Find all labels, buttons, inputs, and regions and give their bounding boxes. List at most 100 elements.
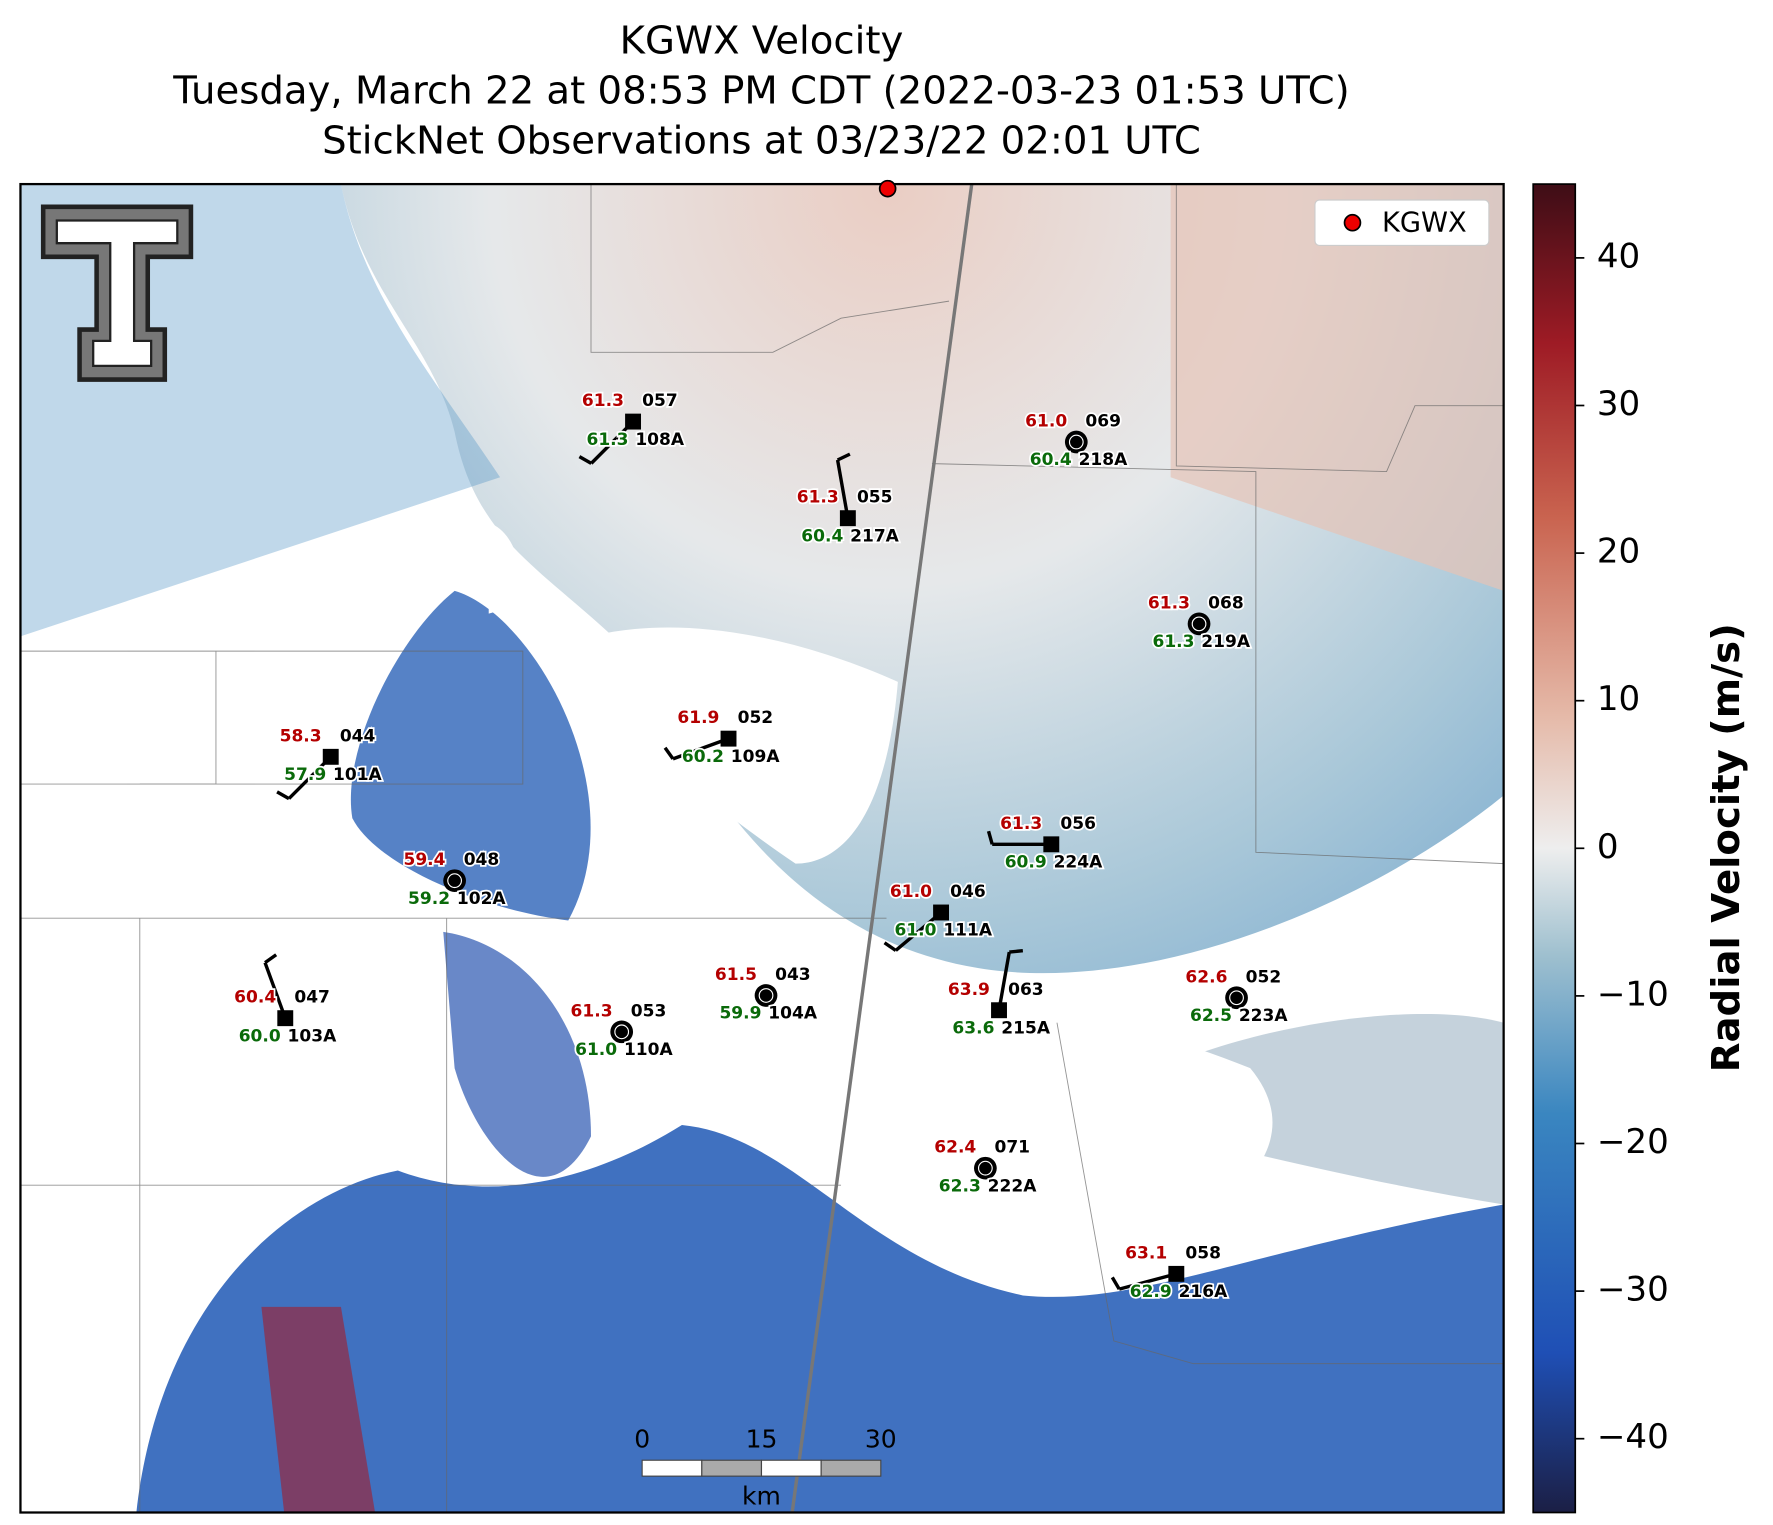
dewpoint: 62.3 [939,1176,981,1196]
station-code: 068 [1208,593,1244,613]
station-code: 052 [1246,967,1282,987]
temperature: 58.3 [280,726,322,746]
station-marker [1225,986,1248,1010]
colorbar-tick-label: 20 [1597,532,1640,572]
dewpoint: 57.9 [284,765,326,785]
station-code: 057 [642,391,678,411]
wind-barb [276,790,290,801]
station-id: 109A [731,747,781,767]
dewpoint: 63.6 [952,1018,994,1038]
colorbar-tick-label: −40 [1597,1417,1669,1457]
station-code: 056 [1060,814,1096,834]
wind-barb [835,459,850,519]
station-code: 055 [857,488,893,508]
colorbar-tick-label: 30 [1597,384,1640,424]
station-code: 044 [340,726,376,746]
dewpoint: 59.9 [719,1004,761,1024]
station-id: 102A [457,889,507,909]
station-marker [1068,434,1084,450]
dewpoint: 61.0 [575,1040,617,1060]
wind-barb [264,953,278,965]
dewpoint: 62.5 [1190,1006,1232,1026]
temperature: 63.1 [1125,1243,1167,1263]
temperature: 62.4 [934,1138,976,1158]
wind-barb [997,951,1011,1011]
dewpoint: 60.4 [801,526,843,546]
radar-field [20,184,1504,1513]
temperature: 60.4 [234,988,276,1008]
scale-tick-label: 0 [634,1425,650,1454]
scale-bar: 0 15 30 km [634,1425,897,1511]
title-line: Tuesday, March 22 at 08:53 PM CDT (2022-… [172,68,1349,113]
station-id: 216A [1179,1282,1229,1302]
station-marker [1187,612,1211,636]
wind-barb [1009,949,1024,954]
stations: 61.3 057 61.3 108A 61.3 055 60.4 217A 61.0 069 60.… [232,389,1290,1303]
station-marker [1043,836,1060,853]
station-marker [754,984,778,1007]
dewpoint: 62.9 [1130,1282,1172,1302]
legend: KGWX [1314,199,1490,247]
temperature: 63.9 [948,980,990,1000]
temperature: 62.6 [1185,967,1227,987]
title-line: StickNet Observations at 03/23/22 02:01 … [322,118,1201,163]
station-code: 063 [1008,980,1044,1000]
wind-barb [883,941,897,952]
station-marker [277,1010,294,1027]
legend-label: KGWX [1382,207,1467,238]
station-code: 053 [631,1001,667,1021]
temperature: 61.5 [715,965,757,985]
station-code: 043 [775,965,811,985]
wind-barb [578,455,593,465]
station-marker [614,1024,630,1040]
title: KGWX Velocity Tuesday, March 22 at 08:53… [172,18,1349,163]
station-id: 219A [1201,632,1251,652]
temperature: 61.0 [1025,412,1067,432]
scale-tick-label: 15 [746,1425,778,1454]
station-marker [1064,430,1088,454]
station-code: 071 [994,1138,1030,1158]
station-id: 110A [624,1040,674,1060]
wind-barb [672,737,730,761]
station-marker [610,1020,634,1044]
temperature: 61.9 [677,708,719,728]
station-marker [720,730,737,747]
station-id: 215A [1001,1018,1051,1038]
station-id: 224A [1054,853,1104,873]
dewpoint: 61.0 [894,921,936,941]
station-marker [1229,990,1244,1006]
scale-tick-label: 30 [865,1425,897,1454]
station-code: 047 [294,988,330,1008]
temperature: 61.3 [1148,593,1190,613]
wind-barb [263,962,287,1019]
station-id: 217A [850,526,900,546]
station-id: 108A [635,430,685,450]
station-id: 101A [333,765,383,785]
logo [40,204,194,382]
colorbar-tick-label: 10 [1597,679,1640,719]
station-marker [1168,1265,1185,1282]
station-marker [974,1156,997,1180]
dewpoint: 61.3 [1152,632,1194,652]
temperature: 61.3 [797,488,839,508]
wind-barb [836,452,851,462]
station-marker [322,748,339,765]
radar-site [878,179,897,198]
station-marker [839,510,856,527]
station-marker [447,873,463,889]
station-code: 069 [1085,412,1121,432]
station-marker [991,1002,1007,1019]
station-marker [977,1160,993,1176]
wind-barb [663,746,675,760]
dewpoint: 61.3 [586,430,628,450]
scale-segment [760,1459,822,1477]
wind-barb [1110,1276,1121,1291]
temperature: 61.0 [890,882,932,902]
dewpoint: 60.2 [682,747,724,767]
station-marker [933,904,950,921]
temperature: 61.3 [582,391,624,411]
colorbar-tick-label: 0 [1597,827,1619,867]
scale-segment [701,1459,763,1477]
station-marker [625,413,642,430]
